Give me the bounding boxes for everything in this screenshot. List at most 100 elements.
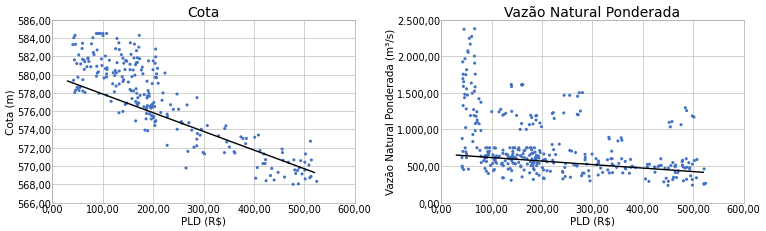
Point xyxy=(581,162,593,166)
Point xyxy=(128,57,140,61)
Point xyxy=(534,151,546,155)
Point xyxy=(108,91,120,94)
Point xyxy=(141,104,153,108)
Point xyxy=(72,76,84,80)
Point xyxy=(475,101,487,105)
Point xyxy=(505,179,517,182)
Point xyxy=(502,153,514,157)
Y-axis label: Cota (m): Cota (m) xyxy=(5,89,15,134)
Point xyxy=(457,77,469,81)
Point xyxy=(136,66,149,70)
Point xyxy=(520,146,532,150)
Point xyxy=(181,104,193,107)
Point xyxy=(663,121,676,125)
Point xyxy=(100,73,113,76)
Point xyxy=(524,160,536,164)
Point xyxy=(149,76,162,80)
X-axis label: PLD (R$): PLD (R$) xyxy=(181,216,226,225)
Point xyxy=(457,73,470,77)
Point xyxy=(518,149,530,153)
Point xyxy=(592,160,604,163)
Point xyxy=(133,34,146,38)
Point xyxy=(572,113,584,117)
Point xyxy=(510,114,522,118)
Point xyxy=(517,152,529,156)
Point xyxy=(109,69,121,73)
Point xyxy=(146,82,159,86)
Point xyxy=(675,123,687,127)
Point xyxy=(130,62,142,65)
Point xyxy=(70,43,82,47)
Point xyxy=(74,86,87,90)
Point xyxy=(520,128,532,132)
Point xyxy=(124,88,136,92)
Point xyxy=(507,161,519,165)
Point xyxy=(691,158,703,162)
Point xyxy=(527,164,539,168)
Point xyxy=(250,176,262,180)
Point xyxy=(125,90,137,93)
Point xyxy=(506,83,518,87)
Point xyxy=(218,151,231,155)
Point xyxy=(508,162,520,166)
Point xyxy=(101,67,113,70)
Point xyxy=(304,140,316,143)
Point xyxy=(191,138,203,141)
Point xyxy=(502,162,514,166)
Point xyxy=(466,133,479,137)
Point xyxy=(509,156,521,159)
Point xyxy=(466,92,479,96)
Point xyxy=(268,178,280,182)
Point xyxy=(571,113,584,117)
Point xyxy=(479,157,491,161)
Point xyxy=(124,63,136,67)
Point xyxy=(564,149,576,153)
Point xyxy=(156,99,169,103)
Point xyxy=(669,171,681,175)
Point xyxy=(142,129,154,133)
Point xyxy=(559,162,571,166)
Point xyxy=(483,153,495,157)
Point xyxy=(303,176,316,180)
Point xyxy=(530,156,542,160)
Point xyxy=(138,93,150,97)
Point xyxy=(496,176,509,180)
Point xyxy=(680,157,692,161)
Point xyxy=(260,179,272,183)
Point xyxy=(459,146,471,150)
Point xyxy=(601,158,614,162)
Point xyxy=(553,143,565,146)
Point xyxy=(139,129,151,132)
Point xyxy=(468,114,480,118)
Point xyxy=(130,88,142,91)
Point xyxy=(529,114,542,118)
Point xyxy=(617,171,629,175)
Point xyxy=(547,111,559,115)
Point xyxy=(486,153,499,157)
Point xyxy=(688,159,700,163)
Point xyxy=(471,119,483,122)
Point xyxy=(480,170,493,173)
Point xyxy=(525,164,537,168)
Point xyxy=(526,161,538,165)
Point xyxy=(237,137,249,141)
Point xyxy=(569,163,581,167)
Point xyxy=(123,81,135,85)
Point xyxy=(257,152,270,156)
Point xyxy=(670,176,683,179)
Point xyxy=(118,62,130,66)
Point xyxy=(473,97,485,101)
Point xyxy=(698,182,710,186)
Point xyxy=(183,121,195,125)
Point xyxy=(683,166,696,170)
Point xyxy=(157,92,169,95)
Point xyxy=(575,174,588,178)
Point xyxy=(77,58,89,62)
Point xyxy=(669,165,682,169)
Point xyxy=(699,182,712,185)
Point xyxy=(672,171,684,175)
Point xyxy=(534,122,546,125)
Point xyxy=(677,165,689,169)
Point xyxy=(72,87,84,91)
Point xyxy=(87,37,99,40)
